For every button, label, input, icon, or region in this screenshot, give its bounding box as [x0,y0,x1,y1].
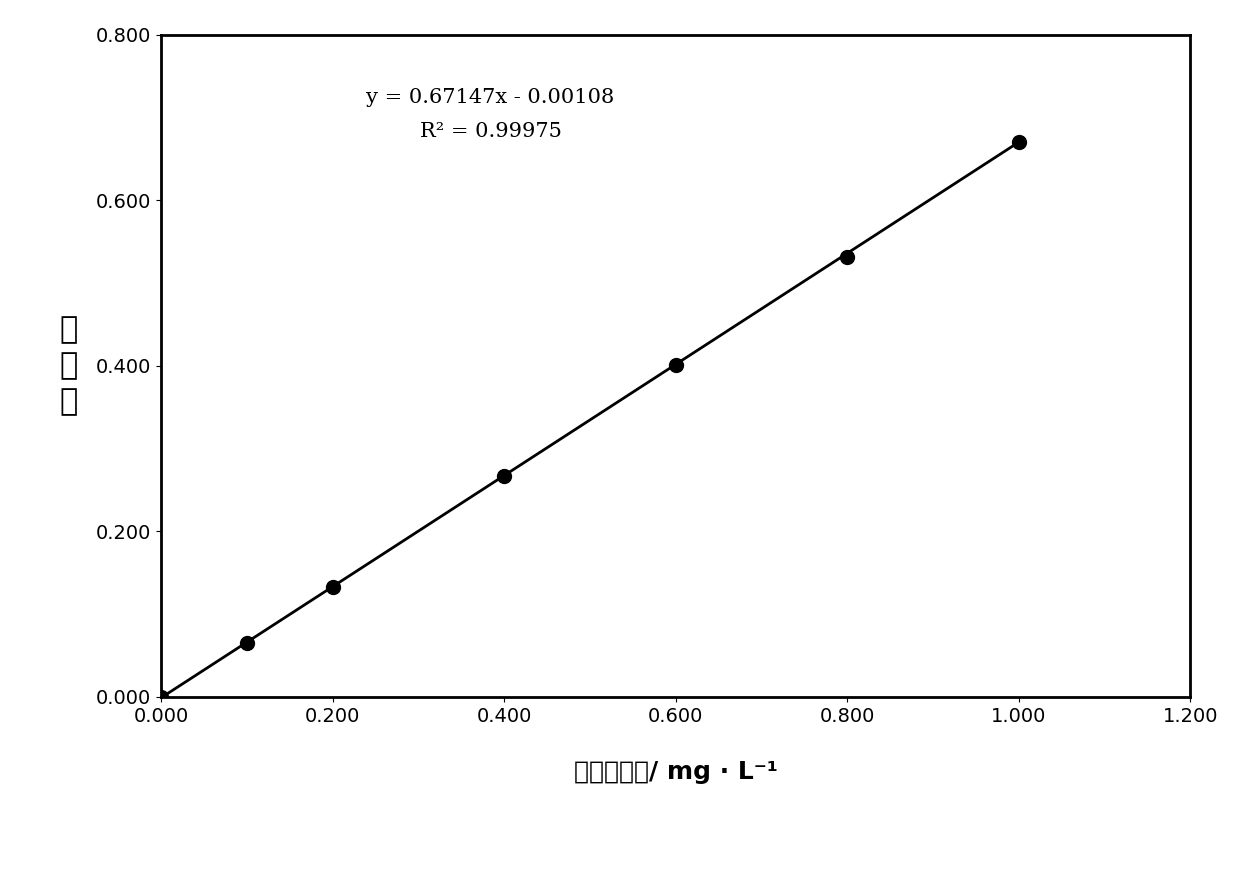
Point [666,358,686,372]
Point [837,250,857,264]
Text: 吸
光
度: 吸 光 度 [60,315,78,416]
X-axis label: 有效磷浓度/ mg · L⁻¹: 有效磷浓度/ mg · L⁻¹ [574,760,777,784]
Point [237,636,257,650]
Point [151,690,171,704]
Text: y = 0.67147x - 0.00108
R² = 0.99975: y = 0.67147x - 0.00108 R² = 0.99975 [366,88,615,141]
Point [495,469,515,483]
Point [1009,136,1029,150]
Point [322,580,342,594]
